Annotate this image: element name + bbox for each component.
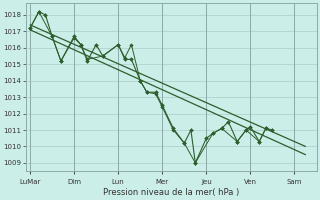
X-axis label: Pression niveau de la mer( hPa ): Pression niveau de la mer( hPa ) <box>103 188 239 197</box>
